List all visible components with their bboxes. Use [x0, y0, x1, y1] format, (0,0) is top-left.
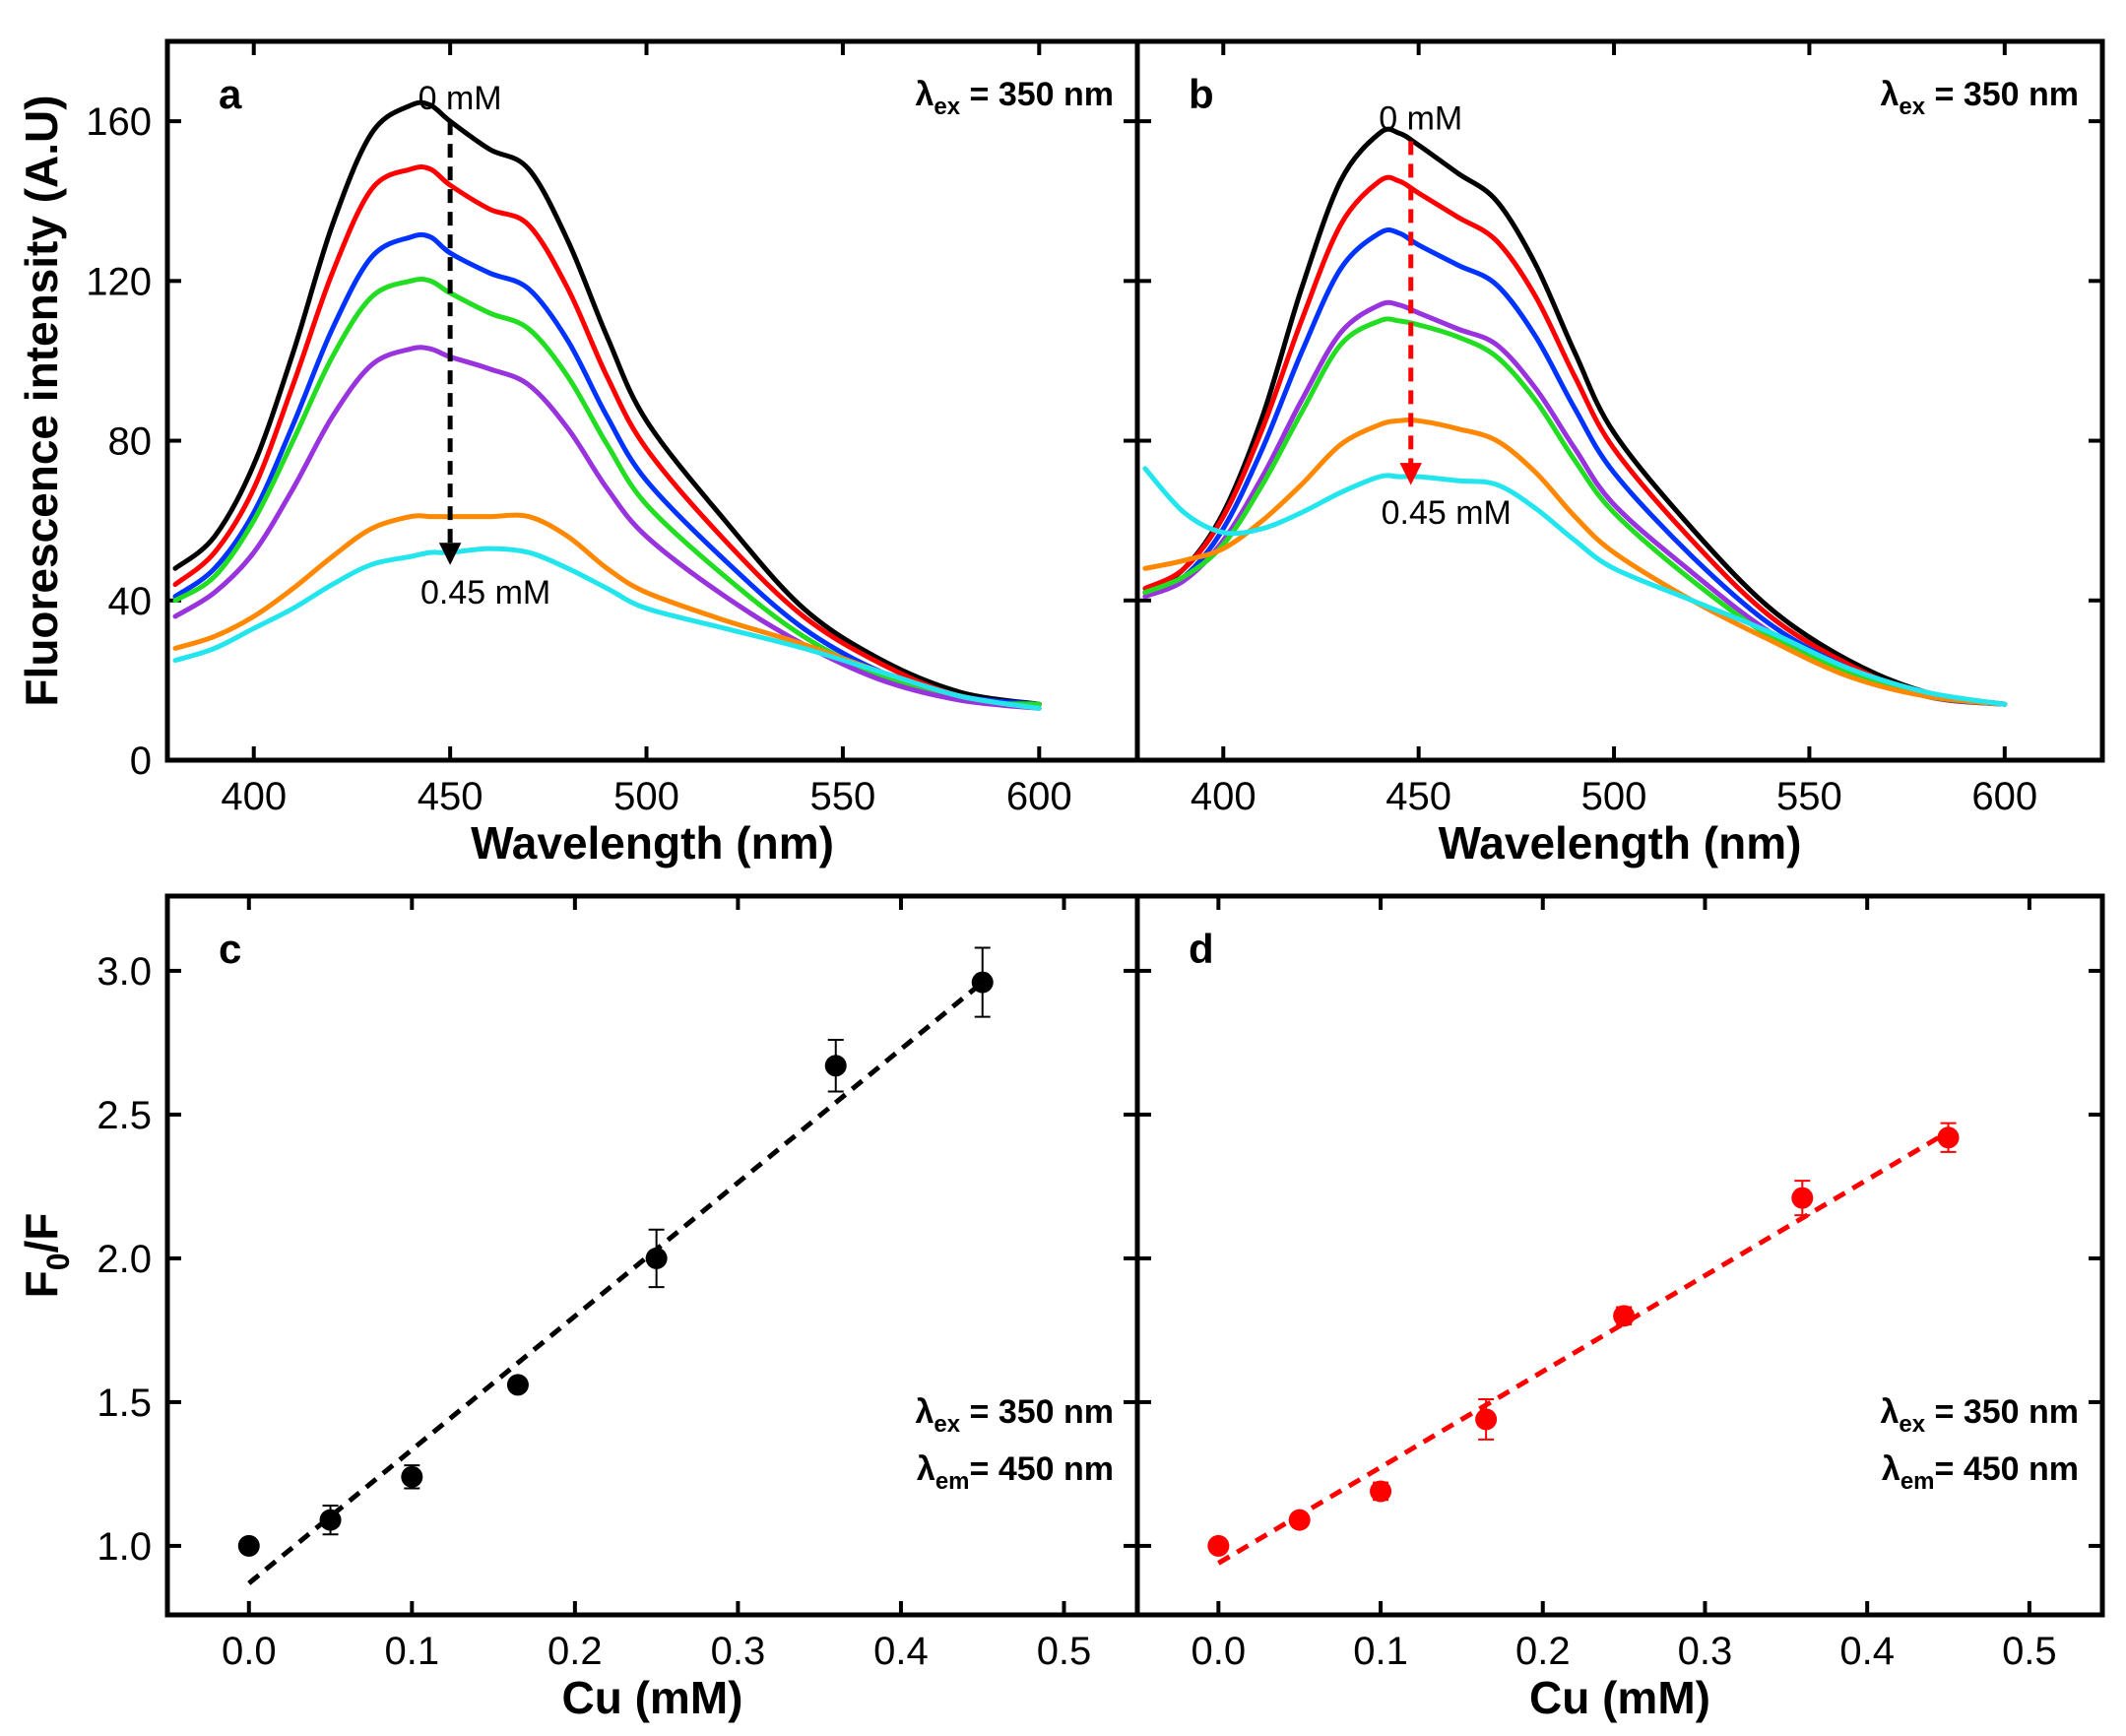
panel-c: 0.0 0.1 0.2 0.3 0.4 0.5 1.0 1.5 2.0 2.5 3.0 λex = 3… [97, 893, 1140, 1723]
x-tick-label: 400 [1191, 775, 1256, 818]
x-tick-label: 0.3 [711, 1630, 766, 1673]
data-point [645, 1247, 668, 1269]
x-tick-label: 0.5 [2002, 1630, 2057, 1673]
series-line [1142, 316, 2008, 707]
series-line [172, 512, 1042, 711]
panel-letter: a [219, 71, 242, 117]
panel-letter: c [219, 926, 241, 972]
x-axis-title: Cu (mM) [1529, 1672, 1710, 1723]
x-tick-label: 0.1 [385, 1630, 440, 1673]
fit-line [1217, 1129, 1950, 1566]
series-line [172, 277, 1042, 707]
y-tick-label: 3.0 [97, 950, 152, 994]
arrow-top-label: 0 mM [1379, 99, 1462, 137]
x-tick-label: 0.3 [1678, 1630, 1733, 1673]
x-tick-label: 600 [1006, 775, 1072, 818]
x-tick-label: 550 [810, 775, 876, 818]
y-tick-label: 80 [108, 420, 153, 464]
y-tick-label: 0 [130, 739, 152, 783]
x-tick-label: 0.1 [1353, 1630, 1408, 1673]
series-line [172, 99, 1042, 707]
y-tick-label: 2.5 [97, 1094, 152, 1137]
x-tick-label: 400 [221, 775, 287, 818]
x-tick-label: 450 [1385, 775, 1451, 818]
x-tick-label: 0.2 [548, 1630, 603, 1673]
x-tick-label: 500 [613, 775, 679, 818]
y-tick-label: 1.0 [97, 1525, 152, 1569]
series-line [172, 546, 1042, 711]
plot-area-d [1207, 1122, 1960, 1566]
panel-frame [1134, 38, 2105, 763]
y-tick-label: 120 [86, 260, 152, 303]
y-axis-title-intensity: Fluorescence intensity (A.U) [16, 95, 67, 706]
y-tick-label: 40 [108, 580, 153, 623]
x-tick-label: 0.4 [873, 1630, 929, 1673]
fit-line [247, 980, 985, 1585]
data-point [824, 1055, 847, 1077]
data-point [1207, 1534, 1230, 1557]
emission-annotation: λem= 450 nm [917, 1450, 1114, 1495]
data-point [971, 971, 994, 994]
arrow-bottom-label: 0.45 mM [1382, 494, 1512, 532]
series-line [172, 164, 1042, 707]
plot-area-c [237, 946, 994, 1585]
y-tick-label: 2.0 [97, 1238, 152, 1281]
data-point [1370, 1480, 1392, 1503]
excitation-annotation: λex = 350 nm [1880, 76, 2079, 120]
series-line [1142, 126, 2008, 707]
panel-letter: d [1189, 926, 1214, 972]
data-point [1937, 1126, 1960, 1149]
x-tick-label: 0.4 [1839, 1630, 1895, 1673]
panel-a: 400 450 500 550 600 0 40 80 120 160 0 mM 0.45 mM λex… [86, 38, 1140, 868]
x-tick-label: 0.2 [1515, 1630, 1571, 1673]
x-tick-label: 0.0 [222, 1630, 277, 1673]
y-tick-label: 160 [86, 100, 152, 144]
data-point [1288, 1509, 1311, 1531]
x-tick-label: 0.5 [1037, 1630, 1092, 1673]
data-point [319, 1509, 342, 1531]
data-point [506, 1374, 529, 1396]
panel-letter: b [1189, 71, 1214, 117]
series-line [1142, 226, 2008, 707]
y-tick-label: 1.5 [97, 1382, 152, 1425]
series-line [1142, 418, 2008, 707]
x-tick-label: 500 [1581, 775, 1647, 818]
panel-d: 0.0 0.1 0.2 0.3 0.4 0.5 λex = 350 nm λem= 450 n… [1134, 893, 2105, 1723]
series-line [1142, 299, 2008, 707]
data-point [1791, 1187, 1814, 1209]
x-axis-title: Wavelength (nm) [1439, 817, 1802, 868]
series-line [1142, 174, 2008, 707]
x-axis-title: Wavelength (nm) [471, 817, 834, 868]
panel-b: 400 450 500 550 600 0 mM 0.45 mM λex = 350 nm b W… [1134, 38, 2105, 868]
x-tick-label: 550 [1776, 775, 1842, 818]
excitation-annotation: λex = 350 nm [915, 1393, 1114, 1438]
data-point [1613, 1305, 1636, 1327]
emission-annotation: λem= 450 nm [1882, 1450, 2079, 1495]
excitation-annotation: λex = 350 nm [915, 76, 1114, 120]
plot-area-b [1142, 126, 2008, 707]
data-point [1475, 1408, 1498, 1431]
data-point [401, 1465, 423, 1488]
series-line [172, 231, 1042, 707]
arrow-top-label: 0 mM [419, 80, 502, 117]
y-axis-title-ratio: F0/F [16, 1213, 76, 1299]
series-line [1142, 466, 2008, 707]
plot-area-a [172, 99, 1042, 711]
x-tick-label: 0.0 [1192, 1630, 1247, 1673]
x-tick-label: 600 [1971, 775, 2037, 818]
x-tick-label: 450 [418, 775, 483, 818]
panel-frame [1134, 893, 2105, 1618]
x-axis-title: Cu (mM) [562, 1672, 743, 1723]
data-point [237, 1534, 260, 1557]
excitation-annotation: λex = 350 nm [1880, 1393, 2079, 1438]
arrow-bottom-label: 0.45 mM [420, 574, 550, 611]
